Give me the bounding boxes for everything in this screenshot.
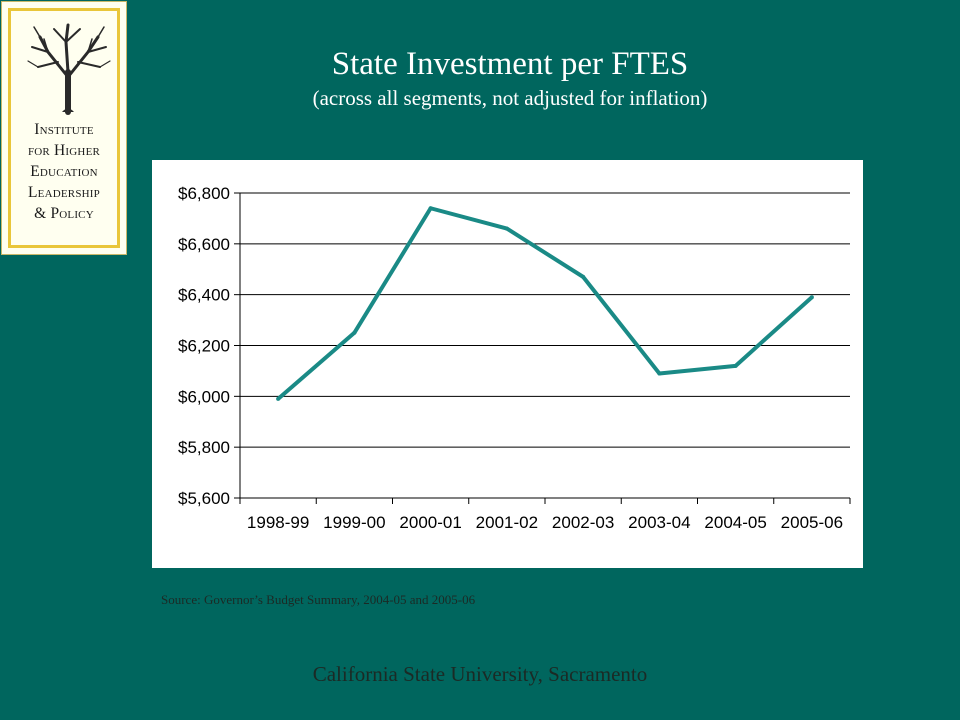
data-point bbox=[504, 226, 509, 231]
source-note: Source: Governor’s Budget Summary, 2004-… bbox=[161, 592, 476, 607]
logo-text: Institute for Higher Education Leadershi… bbox=[11, 119, 117, 224]
footer-text: California State University, Sacramento bbox=[312, 662, 648, 686]
x-tick-label: 1999-00 bbox=[323, 513, 385, 532]
logo-line-1: Institute bbox=[34, 121, 94, 138]
data-point bbox=[657, 371, 662, 376]
y-tick-label: $6,000 bbox=[178, 387, 230, 406]
logo-line-4: Leadership bbox=[28, 184, 100, 201]
data-point bbox=[428, 206, 433, 211]
slide-subtitle: (across all segments, not adjusted for i… bbox=[312, 86, 708, 110]
y-tick-label: $6,400 bbox=[178, 286, 230, 305]
logo-frame: Institute for Higher Education Leadershi… bbox=[8, 8, 120, 248]
data-point bbox=[276, 396, 281, 401]
y-tick-label: $6,200 bbox=[178, 337, 230, 356]
x-tick-label: 2001-02 bbox=[476, 513, 538, 532]
series-line bbox=[276, 206, 814, 401]
x-tick-label: 2004-05 bbox=[704, 513, 766, 532]
x-tick-label: 2000-01 bbox=[399, 513, 461, 532]
tree-icon bbox=[27, 23, 111, 115]
data-point bbox=[809, 295, 814, 300]
data-point bbox=[581, 274, 586, 279]
x-tick-label: 2002-03 bbox=[552, 513, 614, 532]
slide-title: State Investment per FTES bbox=[331, 46, 689, 82]
institute-logo: Institute for Higher Education Leadershi… bbox=[1, 1, 127, 255]
data-point bbox=[352, 330, 357, 335]
line-chart: $5,600 $5,800 $6,000 $6,200 $6,400 $6,600 $6,8… bbox=[178, 184, 851, 532]
logo-line-5: & Policy bbox=[34, 205, 94, 222]
x-tick-label: 2003-04 bbox=[628, 513, 690, 532]
x-tick-label: 1998-99 bbox=[247, 513, 309, 532]
logo-line-3: Education bbox=[30, 163, 98, 180]
y-tick-label: $5,800 bbox=[178, 438, 230, 457]
logo-line-2: for Higher bbox=[27, 142, 101, 159]
y-tick-label: $5,600 bbox=[178, 489, 230, 508]
y-tick-label: $6,600 bbox=[178, 235, 230, 254]
title-block: State Investment per FTES (across all se… bbox=[150, 44, 870, 112]
x-tick-label: 2005-06 bbox=[781, 513, 843, 532]
chart-panel: $5,600 $5,800 $6,000 $6,200 $6,400 $6,600 $6,8… bbox=[152, 160, 863, 568]
y-tick-label: $6,800 bbox=[178, 184, 230, 203]
data-point bbox=[733, 363, 738, 368]
